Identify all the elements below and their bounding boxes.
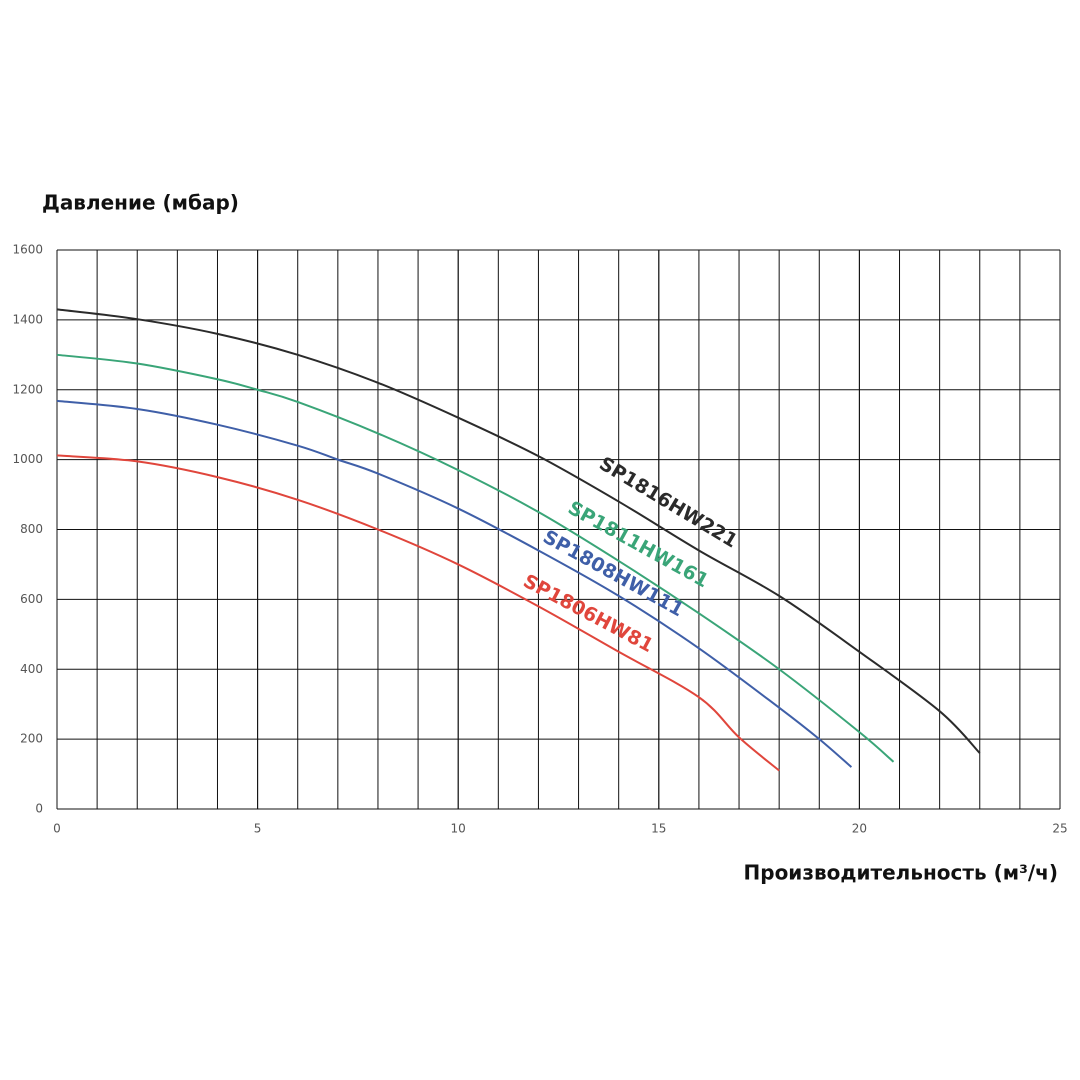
x-tick-label: 25 xyxy=(1052,822,1067,836)
y-tick-label: 1200 xyxy=(12,382,43,396)
x-tick-label: 5 xyxy=(254,822,262,836)
y-tick-label: 800 xyxy=(20,522,43,536)
y-tick-label: 400 xyxy=(20,662,43,676)
x-tick-label: 0 xyxy=(53,822,61,836)
y-tick-label: 1400 xyxy=(12,312,43,326)
series-line xyxy=(56,454,780,772)
series-line xyxy=(56,308,981,754)
y-axis-title: Давление (мбар) xyxy=(42,191,239,215)
y-tick-label: 1600 xyxy=(12,243,43,257)
y-tick-label: 200 xyxy=(20,732,43,746)
y-tick-label: 1000 xyxy=(12,452,43,466)
series-line xyxy=(56,399,853,768)
y-tick-label: 0 xyxy=(35,802,43,816)
y-tick-label: 600 xyxy=(20,592,43,606)
series-line xyxy=(56,353,895,763)
x-tick-label: 20 xyxy=(852,822,867,836)
x-axis-title: Производительность (м³/ч) xyxy=(744,861,1058,885)
x-tick-label: 10 xyxy=(451,822,466,836)
x-tick-label: 15 xyxy=(651,822,666,836)
